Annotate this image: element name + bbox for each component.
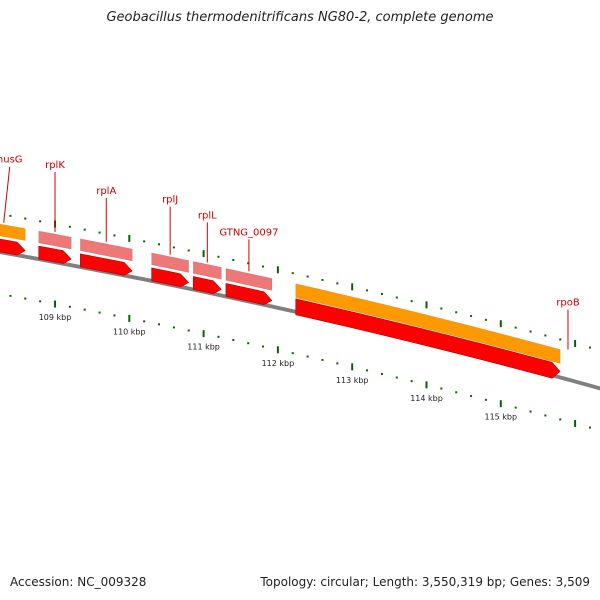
gene-label-rplL: rplL	[198, 210, 217, 221]
backbone-layer	[0, 250, 600, 391]
map-title: Geobacillus thermodenitrificans NG80-2, …	[106, 10, 494, 25]
gene-label-nusG: nusG	[0, 155, 23, 166]
gene-feature-rpoB	[295, 283, 561, 364]
cds-arrow-rplL	[192, 276, 222, 294]
cds-arrow-rplJ	[151, 267, 190, 288]
kbp-label: 112 kbp	[262, 359, 295, 368]
genome-backbone	[0, 250, 600, 391]
gene-label-rplA: rplA	[96, 186, 116, 197]
kbp-label: 111 kbp	[187, 343, 220, 352]
gene-feature-rplL	[192, 261, 222, 280]
label-layer: 109 kbp 110 kbp 111 kbp 112 kbp 113 kbp 114 k…	[0, 155, 580, 422]
kbp-label: 114 kbp	[410, 394, 443, 403]
gene-feature-rplJ	[151, 252, 189, 273]
label-leader-line	[3, 166, 11, 223]
accession-text: Accession: NC_009328	[10, 575, 147, 589]
cds-arrow-rpoB	[295, 298, 561, 379]
kbp-label: 109 kbp	[39, 313, 72, 322]
gene-feature-rplK	[38, 230, 72, 250]
cds-arrow-rplK	[38, 245, 72, 264]
genome-summary-text: Topology: circular; Length: 3,550,319 bp…	[260, 575, 590, 589]
gene-label-rplJ: rplJ	[162, 195, 178, 206]
gene-feature-GTNG_0097	[225, 268, 273, 291]
kbp-label: 113 kbp	[336, 376, 369, 385]
gene-label-rpoB: rpoB	[556, 298, 580, 309]
cds-arrow-GTNG_0097	[225, 283, 273, 305]
tick-layer	[9, 214, 591, 429]
gene-label-rplK: rplK	[45, 160, 65, 171]
kbp-label: 110 kbp	[113, 327, 146, 336]
gene-feature-nusG	[0, 223, 26, 241]
cds-arrow-rplA	[80, 253, 133, 276]
gene-feature-rplA	[80, 238, 133, 262]
gene-label-GTNG_0097: GTNG_0097	[219, 227, 278, 238]
cds-arrow-nusG	[0, 238, 26, 256]
gene-layer	[0, 223, 561, 379]
kbp-label: 115 kbp	[484, 413, 517, 422]
